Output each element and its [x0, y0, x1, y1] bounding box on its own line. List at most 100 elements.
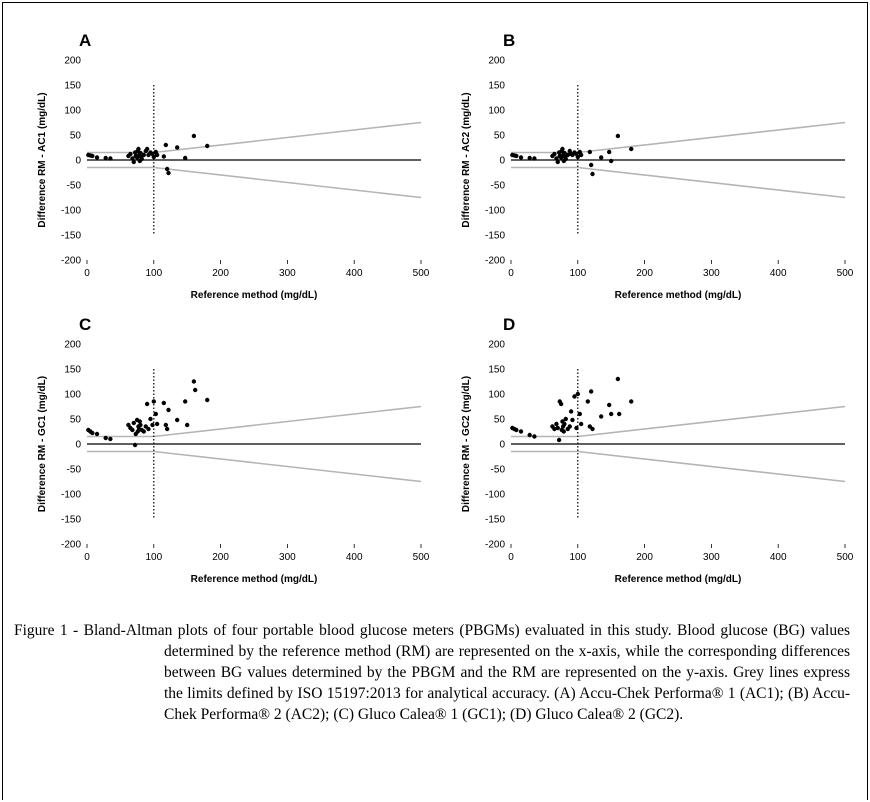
data-point	[532, 434, 537, 439]
x-tick-label: 500	[413, 268, 430, 279]
data-point	[144, 401, 150, 407]
data-point	[563, 156, 568, 162]
data-point	[161, 400, 167, 406]
data-point	[108, 436, 113, 442]
y-tick-label: -200	[485, 540, 505, 551]
data-point	[103, 155, 108, 161]
data-point	[185, 422, 190, 428]
data-point	[578, 152, 584, 158]
data-point	[532, 156, 537, 161]
data-point	[166, 407, 171, 413]
data-point	[588, 162, 594, 168]
data-point	[138, 422, 143, 428]
x-tick-label: 500	[837, 552, 854, 563]
data-point	[136, 146, 141, 152]
x-tick-label: 100	[569, 268, 586, 279]
x-tick-label: 500	[837, 268, 854, 279]
data-point	[560, 146, 565, 152]
data-point	[193, 387, 198, 393]
data-point	[552, 426, 557, 432]
y-tick-label: 200	[488, 56, 505, 67]
y-tick-label: -150	[485, 231, 505, 242]
data-point	[562, 421, 567, 427]
x-tick-label: 300	[703, 552, 720, 563]
y-tick-label: -150	[485, 515, 505, 526]
y-tick-label: 0	[75, 440, 81, 451]
data-point	[556, 437, 562, 443]
x-axis-label: Reference method (mg/dL)	[191, 574, 318, 585]
data-point	[166, 170, 171, 176]
data-point	[90, 430, 95, 436]
x-axis-label: Reference method (mg/dL)	[615, 290, 742, 301]
y-tick-label: 200	[488, 340, 505, 351]
data-point	[574, 425, 579, 431]
data-point	[163, 142, 169, 148]
y-tick-label: -150	[61, 231, 81, 242]
data-point	[629, 399, 634, 404]
x-tick-label: 400	[770, 552, 787, 563]
y-tick-label: -200	[61, 540, 81, 551]
panel-letter: A	[79, 31, 91, 50]
data-point	[565, 152, 570, 158]
y-tick-label: -100	[485, 206, 505, 217]
data-point	[527, 155, 532, 161]
x-tick-label: 100	[145, 552, 162, 563]
x-tick-label: 0	[84, 552, 90, 563]
data-point	[609, 158, 614, 164]
data-point	[131, 420, 136, 426]
x-tick-label: 0	[84, 268, 90, 279]
x-axis-label: Reference method (mg/dL)	[191, 290, 318, 301]
data-point	[555, 159, 560, 165]
y-axis-label: Difference RM - GC2 (mg/dL)	[461, 376, 472, 512]
data-point	[563, 416, 568, 422]
data-point	[153, 411, 159, 417]
data-point	[554, 156, 559, 161]
data-point	[527, 432, 532, 438]
data-point	[132, 442, 138, 448]
data-point	[606, 149, 612, 155]
y-tick-label: -50	[491, 465, 506, 476]
data-point	[205, 397, 210, 403]
data-point	[609, 411, 614, 417]
panel-letter: C	[79, 315, 91, 334]
data-point	[150, 422, 155, 428]
data-point	[151, 154, 156, 160]
data-point	[555, 425, 560, 431]
data-point	[151, 399, 156, 404]
x-axis-label: Reference method (mg/dL)	[615, 574, 742, 585]
data-point	[164, 426, 170, 432]
data-point	[585, 399, 591, 404]
x-tick-label: 200	[212, 552, 229, 563]
y-tick-label: 150	[64, 365, 81, 376]
data-point	[130, 427, 135, 433]
data-point	[141, 152, 146, 158]
y-tick-label: -200	[61, 256, 81, 267]
data-point	[130, 156, 135, 161]
y-tick-label: 0	[499, 156, 505, 167]
data-point	[578, 421, 584, 427]
data-point	[163, 422, 169, 428]
data-point	[131, 159, 136, 165]
data-point	[575, 154, 580, 160]
y-tick-label: 200	[64, 56, 81, 67]
data-point	[615, 133, 621, 139]
data-point	[606, 402, 612, 408]
data-point	[518, 429, 524, 434]
data-point	[144, 146, 150, 152]
panel-letter: D	[503, 315, 515, 334]
data-point	[554, 421, 559, 427]
data-point	[139, 156, 144, 162]
data-point	[161, 154, 167, 159]
data-point	[587, 149, 593, 155]
x-tick-label: 200	[212, 268, 229, 279]
x-tick-label: 500	[413, 552, 430, 563]
data-point	[103, 435, 108, 441]
data-point	[570, 417, 575, 423]
y-tick-label: 0	[499, 440, 505, 451]
x-tick-label: 0	[508, 552, 514, 563]
y-tick-label: -50	[67, 465, 82, 476]
y-tick-label: -200	[485, 256, 505, 267]
